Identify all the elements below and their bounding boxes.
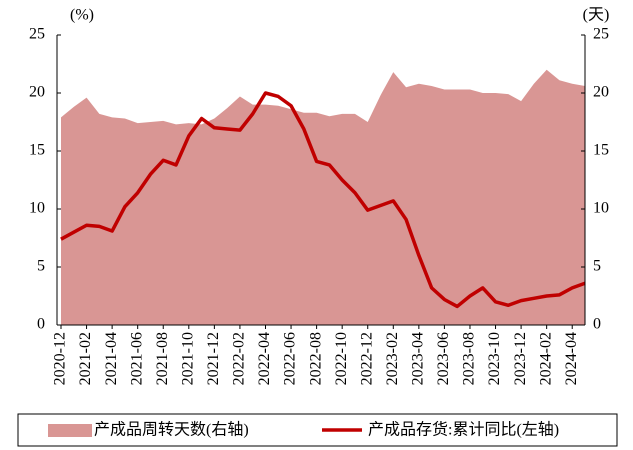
x-tick-label: 2021-06 [128, 332, 145, 385]
x-tick-label: 2021-12 [205, 332, 222, 385]
legend-box [17, 413, 618, 447]
x-tick-label: 2023-06 [435, 332, 452, 385]
y-tick-label: 10 [29, 200, 45, 217]
y-tick-label: 20 [29, 84, 45, 101]
x-tick-label: 2023-12 [512, 332, 529, 385]
x-tick-label: 2020-12 [52, 332, 69, 385]
x-tick-label: 2022-04 [256, 332, 273, 385]
y-axis-label: (%) [70, 7, 94, 24]
x-tick-label: 2024-02 [537, 332, 554, 385]
x-tick-label: 2021-04 [103, 332, 120, 385]
y-tick-label: 25 [29, 26, 45, 43]
y2-tick-label: 0 [593, 316, 601, 333]
x-tick-label: 2023-10 [486, 332, 503, 385]
x-tick-label: 2023-04 [410, 332, 427, 385]
y2-axis-label: (天) [583, 7, 610, 24]
legend-label: 产成品存货:累计同比(左轴) [368, 421, 559, 439]
x-tick-label: 2021-08 [154, 332, 171, 385]
x-tick-label: 2021-10 [179, 332, 196, 385]
y2-tick-label: 20 [593, 84, 609, 101]
y-tick-label: 15 [29, 142, 45, 159]
legend-swatch [48, 424, 92, 437]
area [61, 69, 585, 325]
y2-tick-label: 5 [593, 258, 601, 275]
legend-label: 产成品周转天数(右轴) [94, 421, 249, 439]
x-tick-label: 2022-12 [358, 332, 375, 385]
x-tick-label: 2022-06 [282, 332, 299, 385]
x-tick-label: 2024-04 [563, 332, 580, 385]
y-tick-label: 5 [37, 258, 45, 275]
x-tick-label: 2022-02 [231, 332, 248, 385]
y2-tick-label: 15 [593, 142, 609, 159]
x-tick-label: 2023-08 [461, 332, 478, 385]
x-tick-label: 2023-02 [384, 332, 401, 385]
line [60, 91, 586, 309]
x-tick-label: 2022-10 [333, 332, 350, 385]
x-tick-label: 2021-02 [77, 332, 94, 385]
y2-tick-label: 25 [593, 26, 609, 43]
y-tick-label: 0 [37, 316, 45, 333]
y2-tick-label: 10 [593, 200, 609, 217]
x-tick-label: 2022-08 [307, 332, 324, 385]
